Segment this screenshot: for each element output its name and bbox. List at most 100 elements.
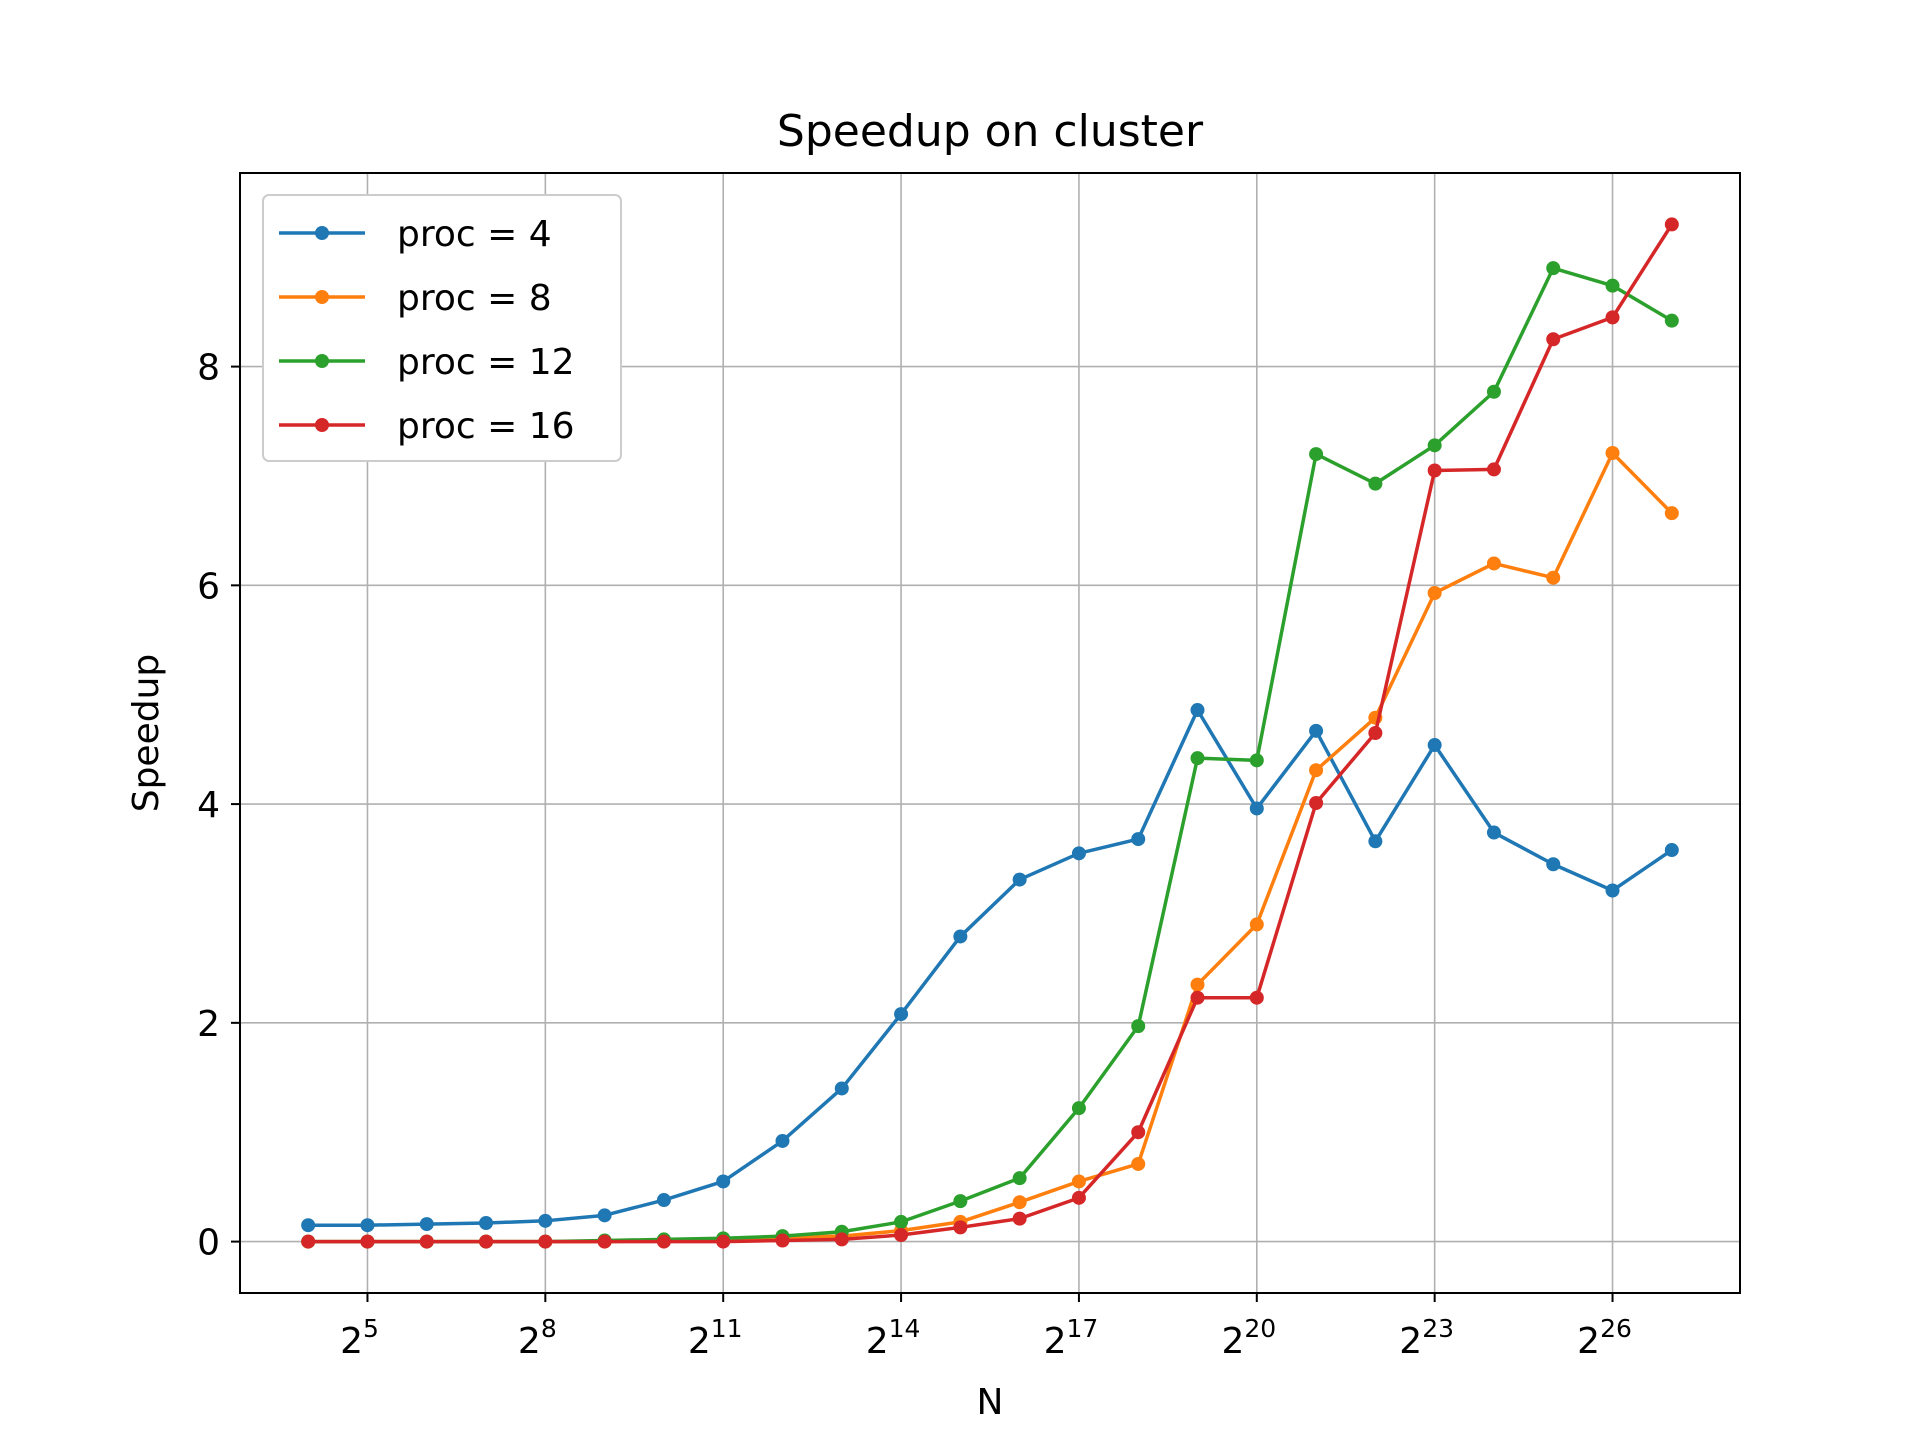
data-point xyxy=(597,1208,612,1223)
data-point xyxy=(301,1218,316,1233)
data-point xyxy=(1131,1019,1146,1034)
data-point xyxy=(1664,506,1679,521)
data-point xyxy=(775,1133,790,1148)
legend-swatch-marker xyxy=(315,226,329,240)
data-point xyxy=(1605,883,1620,898)
legend-label: proc = 16 xyxy=(397,406,575,447)
data-point xyxy=(301,1234,316,1249)
data-point xyxy=(716,1174,731,1189)
y-tick-label: 6 xyxy=(197,566,220,607)
data-point xyxy=(1249,917,1264,932)
data-point xyxy=(894,1214,909,1229)
x-tick-exponent: 8 xyxy=(541,1314,557,1343)
y-axis-label: Speedup xyxy=(126,654,167,813)
data-point xyxy=(1546,261,1561,276)
data-point xyxy=(656,1193,671,1208)
x-tick-exponent: 23 xyxy=(1422,1314,1454,1343)
series-layer xyxy=(301,217,1679,1249)
y-tick-label: 2 xyxy=(197,1004,220,1045)
chart-title: Speedup on cluster xyxy=(777,106,1204,157)
series-1 xyxy=(301,703,1679,1233)
data-point xyxy=(1012,872,1027,887)
data-point xyxy=(360,1234,375,1249)
legend-swatch-marker xyxy=(315,290,329,304)
x-tick-exponent: 20 xyxy=(1244,1314,1276,1343)
data-point xyxy=(1605,310,1620,325)
data-point xyxy=(419,1234,434,1249)
x-tick-label: 223 xyxy=(1399,1314,1454,1362)
data-point xyxy=(1486,462,1501,477)
data-point xyxy=(656,1234,671,1249)
data-point xyxy=(479,1234,494,1249)
x-tick-label: 211 xyxy=(688,1314,743,1362)
data-point xyxy=(538,1213,553,1228)
data-point xyxy=(1012,1195,1027,1210)
data-point xyxy=(716,1234,731,1249)
x-tick-exponent: 5 xyxy=(363,1314,379,1343)
plot-frame xyxy=(239,172,1741,1294)
x-tick-base: 2 xyxy=(340,1321,363,1362)
y-tick-label: 4 xyxy=(197,785,220,826)
data-point xyxy=(1664,217,1679,232)
data-point xyxy=(953,929,968,944)
data-point xyxy=(1368,476,1383,491)
data-point xyxy=(1664,313,1679,328)
x-tick-base: 2 xyxy=(1399,1321,1422,1362)
data-point xyxy=(953,1220,968,1235)
data-point xyxy=(1427,738,1442,753)
x-tick-base: 2 xyxy=(1577,1321,1600,1362)
data-point xyxy=(1190,703,1205,718)
legend-box xyxy=(262,194,622,462)
legend: proc = 4 proc = 8 proc = 12 proc = 16 xyxy=(262,194,622,462)
data-point xyxy=(479,1216,494,1230)
data-point xyxy=(1546,332,1561,347)
data-point xyxy=(834,1081,849,1096)
x-tick-exponent: 26 xyxy=(1600,1314,1632,1343)
data-point xyxy=(1605,446,1620,460)
data-point xyxy=(1249,753,1264,768)
data-point xyxy=(1309,763,1324,778)
data-point xyxy=(1071,1190,1086,1205)
data-point xyxy=(1427,438,1442,453)
data-point xyxy=(1486,556,1501,571)
x-tick-label: 28 xyxy=(518,1314,557,1362)
data-point xyxy=(834,1232,849,1247)
legend-swatch-marker xyxy=(315,354,329,368)
data-point xyxy=(1071,1174,1086,1189)
data-point xyxy=(1486,825,1501,840)
data-point xyxy=(360,1218,375,1233)
data-point xyxy=(1368,834,1383,849)
x-tick-exponent: 11 xyxy=(711,1314,743,1343)
data-point xyxy=(1131,832,1146,847)
x-tick-label: 226 xyxy=(1577,1314,1632,1362)
x-tick-base: 2 xyxy=(866,1321,889,1362)
data-point xyxy=(1190,990,1205,1005)
x-tick-exponent: 17 xyxy=(1066,1314,1098,1343)
legend-label: proc = 4 xyxy=(397,214,552,255)
data-point xyxy=(1605,278,1620,293)
series-4 xyxy=(301,217,1679,1249)
data-point xyxy=(1427,586,1442,600)
data-point xyxy=(1368,726,1383,740)
data-point xyxy=(1309,447,1324,462)
data-point xyxy=(775,1233,790,1248)
data-point xyxy=(1190,977,1205,992)
y-tick-label: 0 xyxy=(197,1223,220,1264)
data-point xyxy=(1546,570,1561,585)
data-point xyxy=(1309,796,1324,810)
data-point xyxy=(894,1007,909,1022)
data-point xyxy=(1190,751,1205,766)
data-point xyxy=(1131,1125,1146,1140)
x-tick-base: 2 xyxy=(518,1321,541,1362)
x-axis-label: N xyxy=(977,1382,1004,1423)
x-tick-label: 220 xyxy=(1221,1314,1276,1362)
data-point xyxy=(894,1228,909,1243)
data-point xyxy=(1546,857,1561,872)
data-point xyxy=(538,1234,553,1249)
data-point xyxy=(1249,990,1264,1005)
legend-label: proc = 8 xyxy=(397,278,552,319)
x-tick-base: 2 xyxy=(1044,1321,1067,1362)
data-point xyxy=(597,1234,612,1249)
data-point xyxy=(419,1217,434,1232)
